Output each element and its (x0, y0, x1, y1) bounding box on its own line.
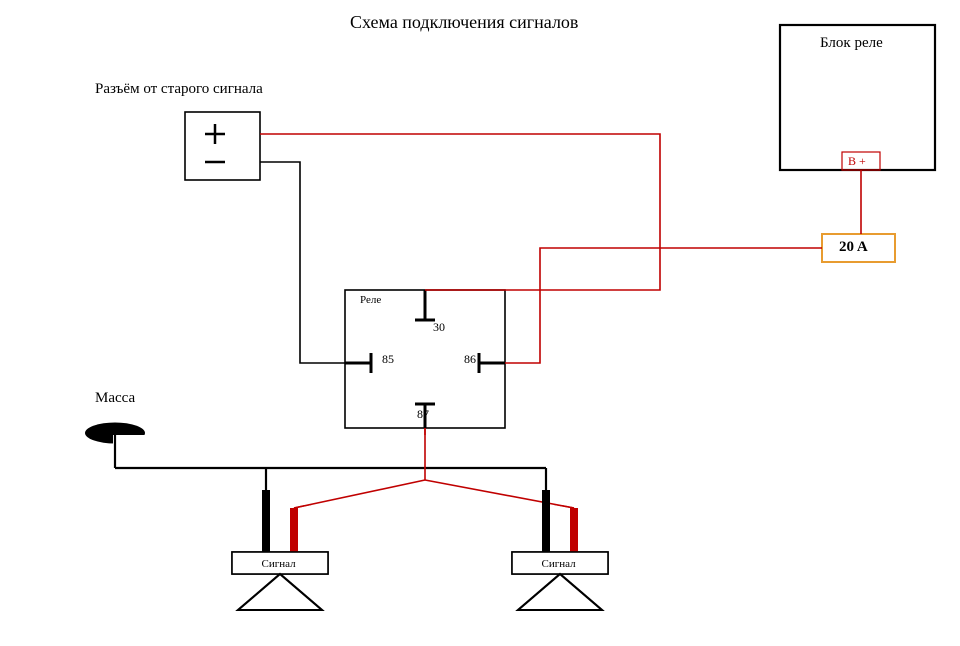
relay-block-label: Блок реле (820, 35, 883, 52)
signal-left-label: Сигнал (262, 558, 296, 570)
pin-86-label: 86 (464, 352, 476, 367)
relay-label: Реле (360, 294, 381, 306)
signal-right-label: Сигнал (542, 558, 576, 570)
diagram-title: Схема подключения сигналов (350, 12, 578, 33)
pin-30-label: 30 (433, 320, 445, 335)
pin-87-label: 87 (417, 407, 429, 422)
mass-label: Масса (95, 390, 135, 407)
b-plus-label: B + (848, 154, 866, 169)
old-connector-label: Разъём от старого сигнала (95, 81, 263, 98)
pin-85-label: 85 (382, 352, 394, 367)
fuse-label: 20 A (839, 239, 868, 256)
